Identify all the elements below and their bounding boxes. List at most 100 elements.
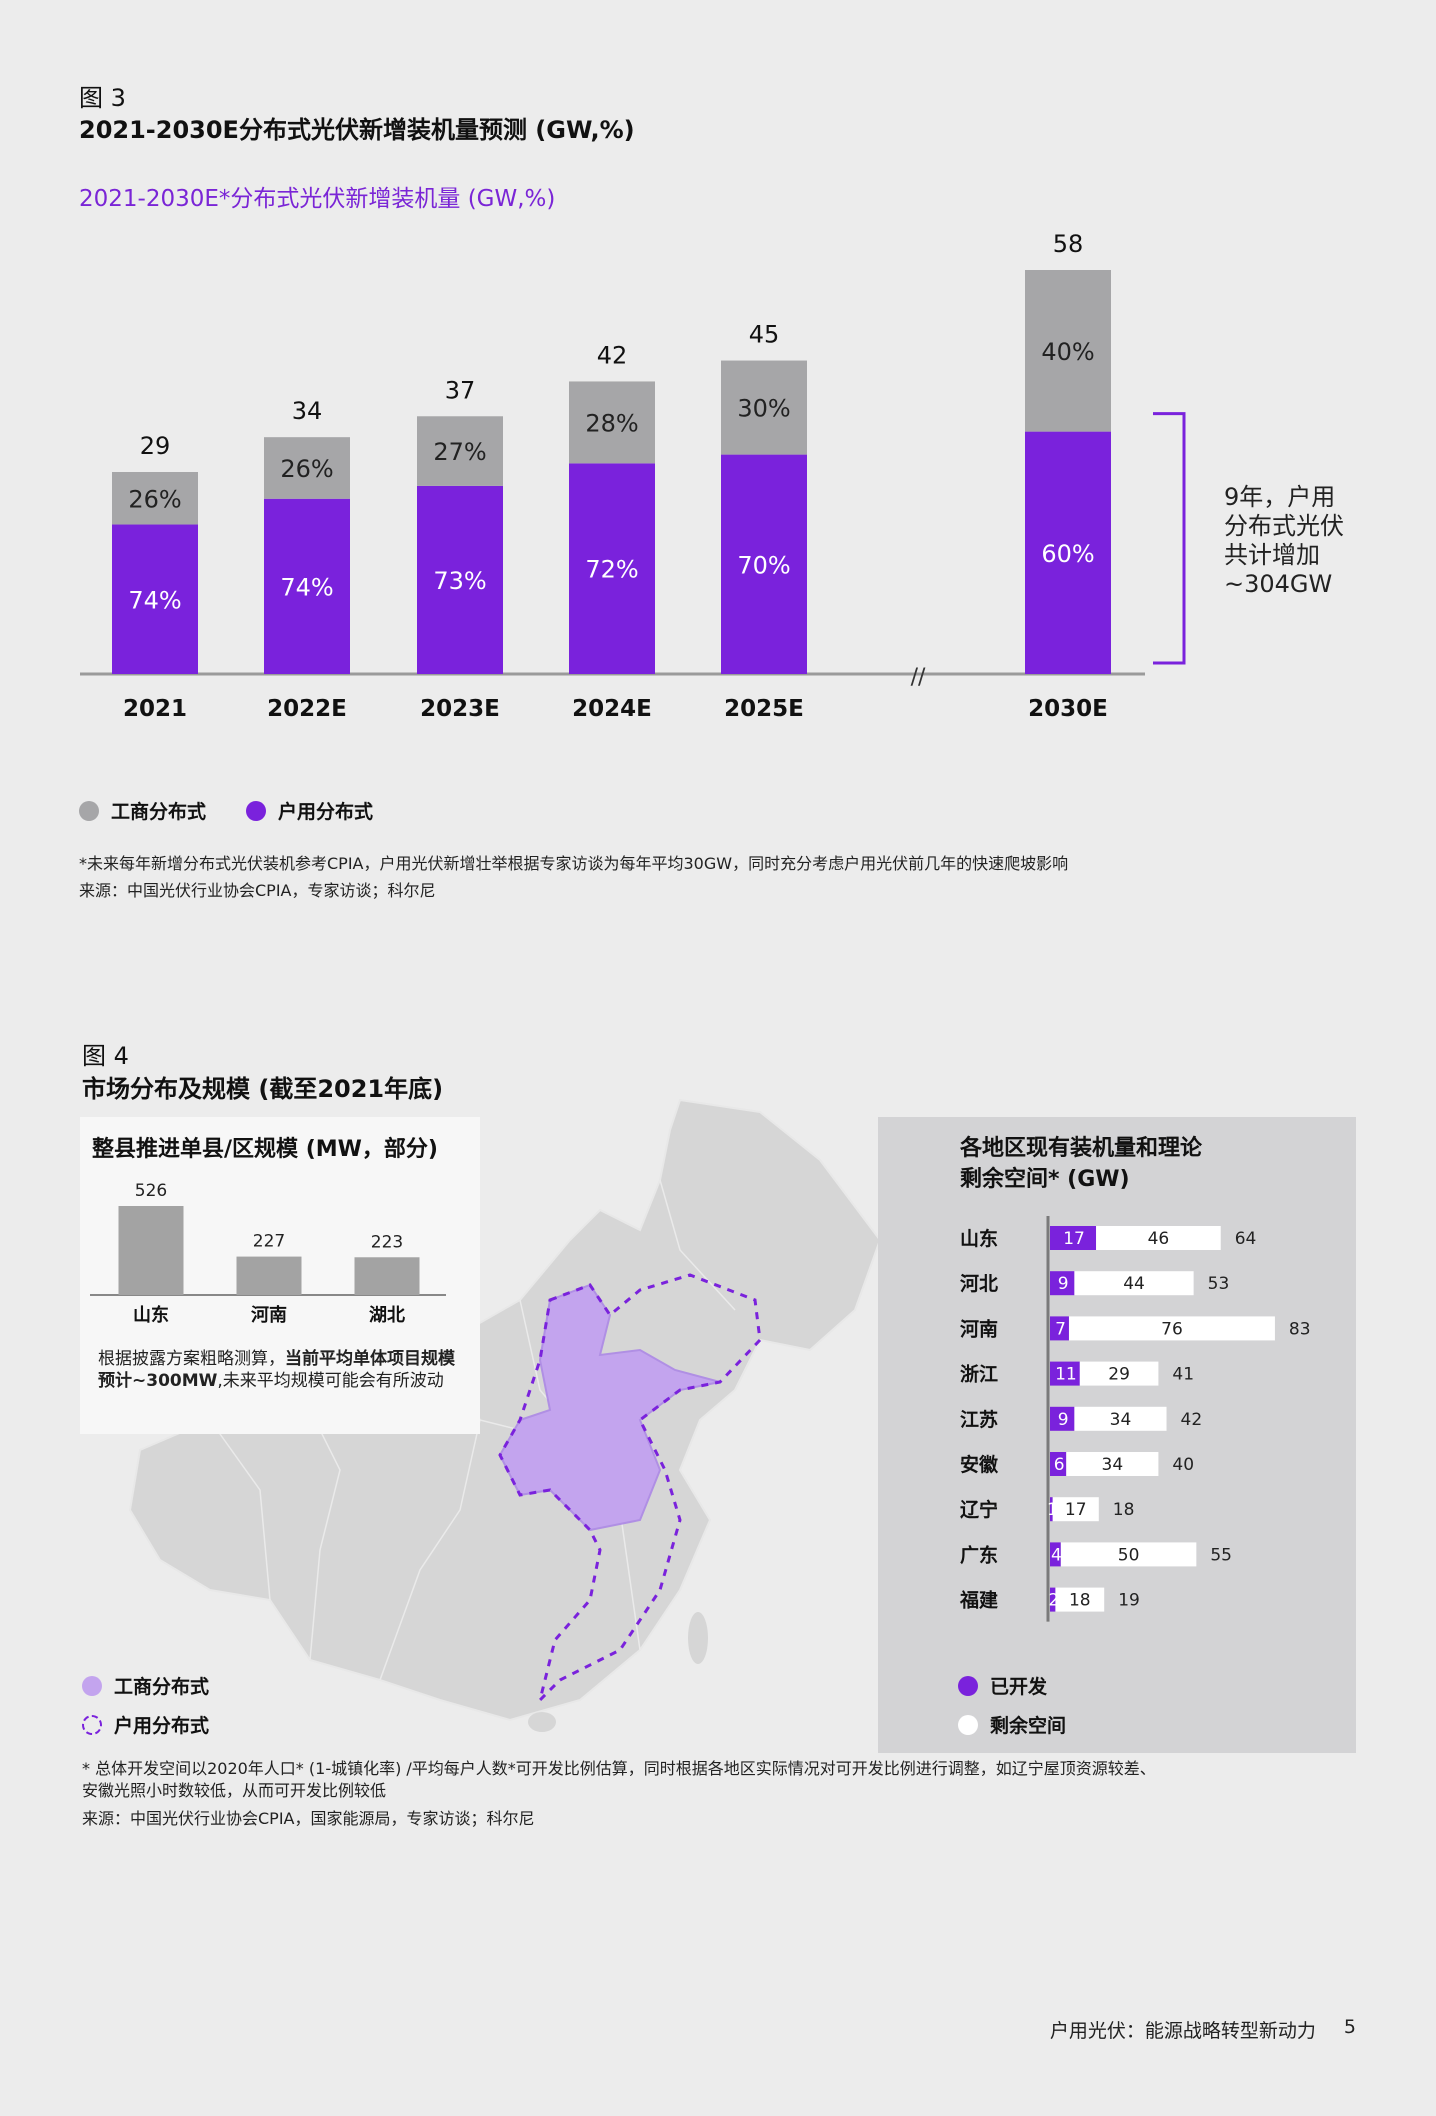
map-legend: 工商分布式 户用分布式 xyxy=(82,1672,209,1738)
figure-3-title: 2021-2030E分布式光伏新增装机量预测 (GW,%) xyxy=(79,116,635,144)
figure-4-source: 来源：中国光伏行业协会CPIA，国家能源局，专家访谈；科尔尼 xyxy=(82,1809,535,1828)
region-capacity-panel: 各地区现有装机量和理论 剩余空间* (GW) 山东 17 46 64 河北 9 44 53 河南… xyxy=(878,1117,1356,1753)
region-bar-developed-福建 xyxy=(1050,1587,1056,1612)
region-developed-value-安徽: 6 xyxy=(1054,1455,1065,1475)
region-remaining-value-河南: 76 xyxy=(1161,1319,1183,1339)
region-bar-remaining-辽宁 xyxy=(1052,1497,1099,1522)
region-legend-remaining-swatch xyxy=(958,1714,978,1735)
label-commercial-pct-2030E: 40% xyxy=(1041,338,1094,366)
region-developed-value-辽宁: 1 xyxy=(1047,1500,1058,1520)
region-legend-developed: 已开发 xyxy=(958,1672,1066,1699)
figure-4-footnotes: * 总体开发空间以2020年人口* (1-城镇化率) /平均每户人数*可开发比例… xyxy=(82,1758,1402,1830)
x-tick-2025E: 2025E xyxy=(724,696,804,722)
region-label-安徽: 安徽 xyxy=(960,1453,999,1476)
bar-residential-2024E xyxy=(569,463,655,674)
county-value-山东: 526 xyxy=(135,1181,167,1201)
region-label-江苏: 江苏 xyxy=(960,1408,998,1431)
county-scale-panel: 整县推进单县/区规模 (MW，部分) 526 山东 227 河南 223 湖北 根据披露方… xyxy=(80,1117,480,1434)
bracket-annotation-line-4: ~304GW xyxy=(1224,570,1333,598)
stacked-bar-chart-figure-3: // 74% 26% 29 2021 74% 26% 34 2022E 73% 27% 37 2023E… xyxy=(80,230,1186,722)
map-legend-residential: 户用分布式 xyxy=(82,1711,209,1738)
figure-3-footnotes: *未来每年新增分布式光伏装机参考CPIA，户用光伏新增壮举根据专家访谈为每年平均… xyxy=(79,850,1379,904)
bar-commercial-2022E xyxy=(264,437,350,499)
region-bar-remaining-河北 xyxy=(1074,1271,1194,1296)
region-legend-developed-swatch xyxy=(958,1675,978,1696)
bar-commercial-2025E xyxy=(721,360,807,455)
region-total-广东: 55 xyxy=(1210,1545,1232,1565)
region-label-广东: 广东 xyxy=(960,1543,998,1566)
bar-residential-2030E xyxy=(1025,431,1111,674)
region-remaining-value-辽宁: 17 xyxy=(1065,1500,1087,1520)
label-commercial-pct-2022E: 26% xyxy=(280,455,333,483)
region-panel-title-line-2: 剩余空间* (GW) xyxy=(960,1167,1130,1192)
bracket-annotation-line-1: 9年，户用 xyxy=(1224,483,1336,511)
figure-3-source: 来源：中国光伏行业协会CPIA，专家访谈；科尔尼 xyxy=(79,881,436,900)
region-bar-developed-浙江 xyxy=(1050,1361,1080,1386)
region-bar-remaining-安徽 xyxy=(1066,1452,1159,1476)
county-panel-description: 根据披露方案粗略测算，当前平均单体项目规模预计~300MW,未来平均规模可能会有… xyxy=(98,1348,468,1392)
county-tick-河南: 河南 xyxy=(251,1304,287,1326)
bar-commercial-2030E xyxy=(1025,270,1111,432)
region-total-江苏: 42 xyxy=(1181,1410,1203,1430)
region-bar-developed-江苏 xyxy=(1050,1406,1075,1431)
region-total-山东: 64 xyxy=(1235,1229,1257,1249)
region-label-福建: 福建 xyxy=(959,1589,998,1612)
region-developed-value-河南: 7 xyxy=(1055,1319,1066,1339)
region-remaining-value-江苏: 34 xyxy=(1110,1410,1132,1430)
region-remaining-value-安徽: 34 xyxy=(1102,1455,1124,1475)
region-total-福建: 19 xyxy=(1118,1591,1140,1611)
region-remaining-value-山东: 46 xyxy=(1148,1229,1170,1249)
footer-text: 户用光伏：能源战略转型新动力 xyxy=(1049,2020,1316,2042)
bracket-annotation-line-3: 共计增加 xyxy=(1224,541,1320,569)
region-bar-developed-辽宁 xyxy=(1050,1497,1053,1522)
x-tick-2023E: 2023E xyxy=(420,696,500,722)
region-legend-developed-label: 已开发 xyxy=(990,1676,1048,1698)
figure-3-legend: 工商分布式 户用分布式 xyxy=(79,797,373,824)
legend-item-commercial: 工商分布式 xyxy=(79,797,206,824)
page-number: 5 xyxy=(1343,2016,1356,2038)
region-total-河北: 53 xyxy=(1208,1274,1230,1294)
region-bar-developed-安徽 xyxy=(1050,1452,1067,1476)
region-remaining-value-广东: 50 xyxy=(1118,1545,1140,1565)
region-bar-remaining-山东 xyxy=(1096,1226,1221,1250)
region-remaining-value-福建: 18 xyxy=(1069,1591,1091,1611)
county-description-tail: ,未来平均规模可能会有所波动 xyxy=(217,1371,444,1391)
county-value-河南: 227 xyxy=(253,1232,285,1252)
x-tick-2030E: 2030E xyxy=(1028,696,1108,722)
region-developed-value-山东: 17 xyxy=(1063,1229,1085,1249)
map-legend-commercial-label: 工商分布式 xyxy=(114,1676,210,1698)
label-total-2021: 29 xyxy=(140,432,171,460)
county-value-湖北: 223 xyxy=(371,1232,403,1252)
figure-3-note: *未来每年新增分布式光伏装机参考CPIA，户用光伏新增壮举根据专家访谈为每年平均… xyxy=(79,854,1069,873)
region-label-河南: 河南 xyxy=(960,1318,998,1340)
region-total-浙江: 41 xyxy=(1172,1365,1194,1385)
map-legend-residential-label: 户用分布式 xyxy=(114,1715,210,1737)
map-landmass xyxy=(128,1098,882,1722)
figure-4-label: 图 4 xyxy=(82,1042,129,1070)
region-bar-remaining-广东 xyxy=(1060,1542,1197,1567)
region-bar-developed-河北 xyxy=(1050,1271,1075,1296)
map-legend-fill-swatch xyxy=(82,1675,102,1696)
region-label-浙江: 浙江 xyxy=(960,1363,998,1386)
label-total-2025E: 45 xyxy=(749,321,780,349)
county-description-bold: 当前平均单体项目规模预计~300MW xyxy=(98,1349,455,1391)
region-bar-remaining-江苏 xyxy=(1074,1406,1167,1431)
label-residential-pct-2030E: 60% xyxy=(1041,540,1094,568)
bar-residential-2023E xyxy=(417,485,503,674)
region-developed-value-福建: 2 xyxy=(1048,1591,1059,1611)
region-label-山东: 山东 xyxy=(960,1227,998,1250)
bar-commercial-2021 xyxy=(112,472,198,525)
label-residential-pct-2021: 74% xyxy=(128,586,181,614)
figure-3-label: 图 3 xyxy=(79,84,126,112)
label-total-2023E: 37 xyxy=(445,376,476,404)
county-panel-title: 整县推进单县/区规模 (MW，部分) xyxy=(92,1137,438,1162)
bracket-line xyxy=(1153,412,1186,665)
region-legend-remaining-label: 剩余空间 xyxy=(990,1715,1067,1737)
bar-residential-2025E xyxy=(721,454,807,674)
region-bar-developed-广东 xyxy=(1050,1542,1061,1567)
legend-label-residential: 户用分布式 xyxy=(278,801,374,823)
x-tick-2022E: 2022E xyxy=(267,696,347,722)
region-bar-developed-河南 xyxy=(1050,1316,1069,1341)
map-legend-dashed-swatch xyxy=(82,1714,102,1735)
region-label-河北: 河北 xyxy=(960,1273,998,1295)
